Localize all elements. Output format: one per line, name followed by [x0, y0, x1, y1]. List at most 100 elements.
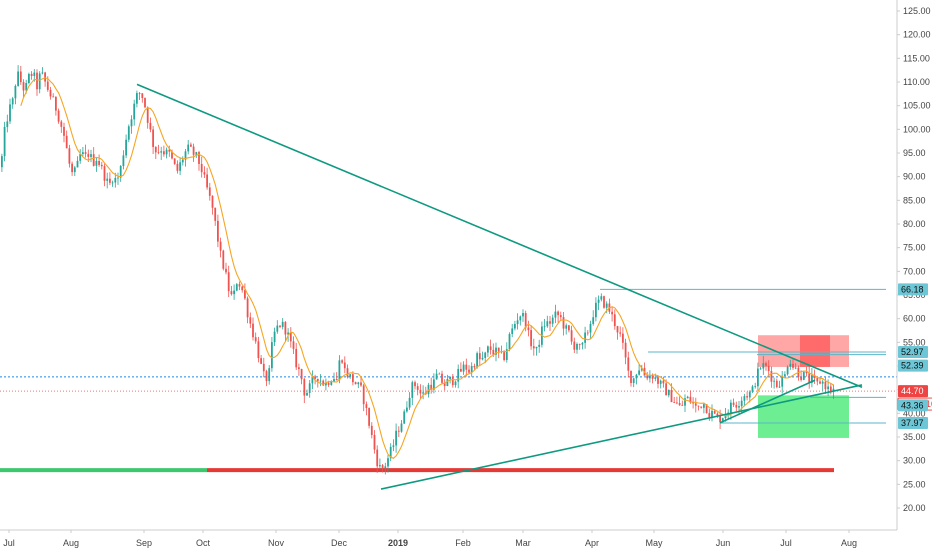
- resistance-trendline: [136, 83, 863, 389]
- candle-body-151: [408, 397, 411, 408]
- candle-body-244: [659, 380, 662, 384]
- y-tick-label-21: 20.00: [903, 503, 926, 513]
- candle-body-34: [92, 154, 95, 166]
- candle-body-6: [17, 71, 19, 86]
- candle-body-294: [794, 367, 797, 369]
- candle-body-84: [227, 272, 230, 292]
- candle-body-156: [422, 392, 424, 394]
- y-tick-label-2: 115.00: [903, 53, 930, 63]
- candle-body-33: [90, 154, 92, 157]
- candle-body-118: [319, 380, 322, 382]
- y-tick-label-3: 110.00: [903, 77, 930, 87]
- candle-body-35: [95, 160, 98, 166]
- candle-body-77: [208, 187, 211, 196]
- candle-body-223: [603, 296, 605, 308]
- candle-body-248: [670, 389, 673, 403]
- candle-body-236: [638, 370, 640, 375]
- candle-body-222: [600, 296, 603, 300]
- candle-body-306: [827, 386, 829, 390]
- candle-body-229: [619, 332, 622, 334]
- candle-body-231: [624, 342, 627, 358]
- candle-body-135: [365, 404, 368, 409]
- candle-body-193: [522, 313, 524, 317]
- candle-body-134: [362, 385, 365, 405]
- candle-body-170: [460, 368, 462, 372]
- candle-body-232: [627, 357, 630, 371]
- candle-body-178: [481, 357, 484, 360]
- candle-body-261: [705, 404, 708, 414]
- candle-body-53: [144, 98, 146, 108]
- candle-body-117: [316, 378, 319, 382]
- candle-body-59: [160, 151, 163, 153]
- levels-layer: [0, 288, 897, 473]
- candle-body-173: [468, 369, 470, 373]
- rising-wedge-lower: [719, 379, 816, 424]
- candle-body-201: [543, 326, 546, 328]
- candle-body-137: [370, 425, 373, 435]
- candle-body-121: [327, 382, 330, 385]
- candle-body-147: [397, 430, 400, 432]
- candle-body-119: [322, 380, 325, 386]
- candle-body-28: [76, 160, 79, 168]
- moving-average-line: [20, 77, 834, 459]
- candle-body-29: [79, 154, 82, 161]
- candle-body-16: [44, 72, 46, 82]
- candle-body-130: [352, 374, 354, 383]
- y-tick-label-6: 95.00: [903, 148, 926, 158]
- candle-body-72: [195, 152, 198, 155]
- candle-body-3: [9, 104, 11, 122]
- candle-body-79: [214, 207, 217, 221]
- candle-body-296: [800, 376, 802, 380]
- candle-body-204: [551, 317, 554, 324]
- candle-body-124: [335, 379, 338, 381]
- candle-body-41: [111, 182, 114, 184]
- candle-body-265: [716, 413, 719, 416]
- candle-body-80: [217, 220, 219, 242]
- x-tick-label-9: Apr: [585, 538, 599, 548]
- price-badge-label-1: 52.97: [901, 347, 924, 357]
- candle-body-146: [395, 430, 397, 446]
- y-tick-label-13: 60.00: [903, 314, 926, 324]
- moving-average-layer: [20, 77, 834, 459]
- candle-body-240: [649, 375, 651, 379]
- candle-body-7: [19, 71, 22, 83]
- candle-body-110: [298, 367, 300, 369]
- candle-body-90: [244, 290, 246, 299]
- candle-body-27: [73, 167, 76, 173]
- candle-body-254: [686, 396, 689, 399]
- candle-body-264: [713, 410, 716, 414]
- candle-body-139: [376, 449, 379, 467]
- candle-body-266: [719, 415, 721, 423]
- candle-body-177: [478, 353, 481, 360]
- candle-body-220: [595, 302, 597, 318]
- candle-body-181: [489, 346, 492, 350]
- candle-body-291: [786, 366, 789, 375]
- y-tick-label-7: 90.00: [903, 172, 926, 182]
- candle-body-31: [84, 152, 87, 154]
- candle-body-299: [808, 373, 811, 383]
- candle-body-136: [368, 408, 370, 426]
- y-tick-label-14: 55.00: [903, 337, 926, 347]
- y-tick-label-9: 80.00: [903, 219, 926, 229]
- candle-body-307: [829, 386, 832, 392]
- candle-body-172: [465, 364, 468, 370]
- candle-body-258: [697, 405, 700, 407]
- y-tick-label-18: 35.00: [903, 432, 926, 442]
- candle-body-154: [416, 386, 419, 390]
- candle-body-166: [449, 376, 451, 379]
- candle-body-100: [271, 342, 273, 369]
- candle-body-133: [360, 382, 362, 386]
- candle-body-62: [168, 149, 171, 152]
- candle-body-171: [462, 364, 465, 372]
- candle-body-169: [457, 368, 460, 382]
- candle-body-99: [268, 368, 271, 382]
- candle-body-76: [206, 174, 208, 188]
- price-badge-bg-6: [898, 416, 928, 429]
- candle-body-256: [692, 402, 694, 404]
- candle-body-113: [306, 392, 308, 396]
- candle-body-44: [119, 166, 122, 178]
- candle-body-202: [546, 321, 549, 327]
- candle-body-214: [578, 343, 581, 345]
